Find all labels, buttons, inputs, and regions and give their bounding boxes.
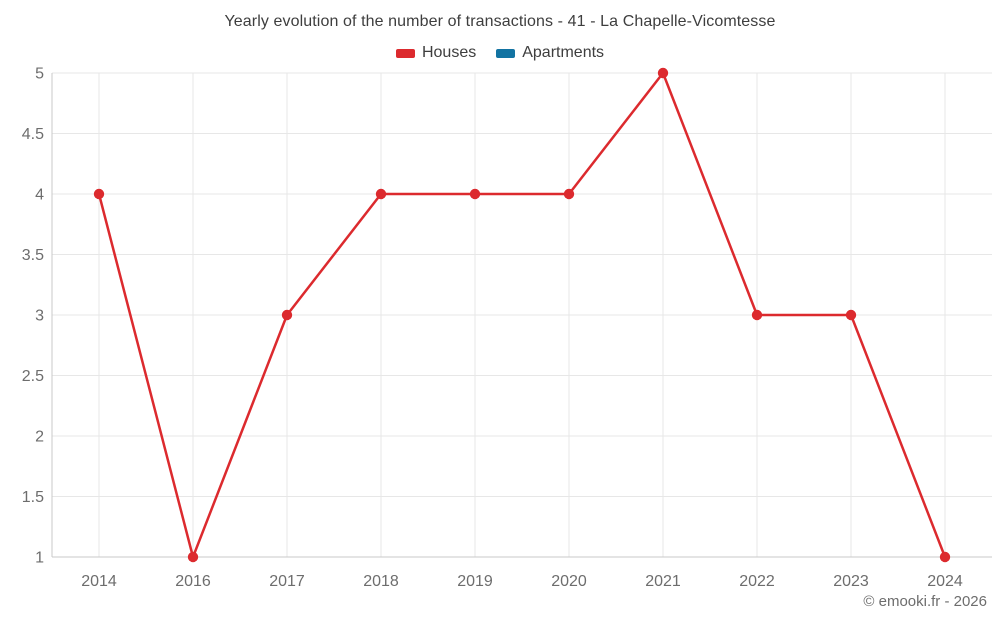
y-axis-tick-label: 5 xyxy=(35,66,44,83)
y-axis-tick-label: 4 xyxy=(35,187,44,204)
series-line-houses xyxy=(97,71,947,559)
legend-label-apartments: Apartments xyxy=(522,44,605,61)
y-axis-tick-label: 1 xyxy=(35,550,44,567)
y-axis-tick-label: 3.5 xyxy=(22,247,44,264)
x-axis-tick-label: 2020 xyxy=(551,573,587,590)
data-point-houses-2016[interactable] xyxy=(187,551,199,563)
x-axis-tick-label: 2021 xyxy=(645,573,681,590)
y-axis-tick-label: 2.5 xyxy=(22,368,44,385)
data-point-houses-2021[interactable] xyxy=(657,67,669,79)
legend: Houses Apartments xyxy=(0,44,1000,62)
apartments-series-swatch-icon xyxy=(496,48,516,58)
data-point-houses-2014[interactable] xyxy=(93,188,105,200)
y-axis-tick-label: 4.5 xyxy=(22,126,44,143)
x-axis-tick-label: 2023 xyxy=(833,573,869,590)
x-axis-tick-label: 2024 xyxy=(927,573,963,590)
houses-series-swatch-icon xyxy=(395,48,415,58)
data-point-houses-2017[interactable] xyxy=(281,309,293,321)
legend-item-houses[interactable]: Houses xyxy=(395,44,477,62)
y-axis-tick-label: 1.5 xyxy=(22,489,44,506)
data-point-houses-2019[interactable] xyxy=(469,188,481,200)
data-point-houses-2023[interactable] xyxy=(845,309,857,321)
data-point-houses-2024[interactable] xyxy=(939,551,951,563)
x-axis-tick-label: 2018 xyxy=(363,573,399,590)
chart-title: Yearly evolution of the number of transa… xyxy=(224,13,776,30)
copyright-text: © emooki.fr - 2026 xyxy=(863,593,987,610)
x-axis-tick-label: 2022 xyxy=(739,573,775,590)
y-axis-tick-label: 2 xyxy=(35,429,44,446)
data-point-houses-2020[interactable] xyxy=(563,188,575,200)
data-point-houses-2022[interactable] xyxy=(751,309,763,321)
data-point-houses-2018[interactable] xyxy=(375,188,387,200)
legend-label-houses: Houses xyxy=(421,44,477,61)
x-axis-tick-label: 2014 xyxy=(81,573,117,590)
legend-item-apartments[interactable]: Apartments xyxy=(496,44,604,62)
y-axis-tick-label: 3 xyxy=(35,308,44,325)
x-axis-tick-label: 2019 xyxy=(457,573,493,590)
x-axis-tick-label: 2017 xyxy=(269,573,305,590)
x-axis-tick-label: 2016 xyxy=(175,573,211,590)
